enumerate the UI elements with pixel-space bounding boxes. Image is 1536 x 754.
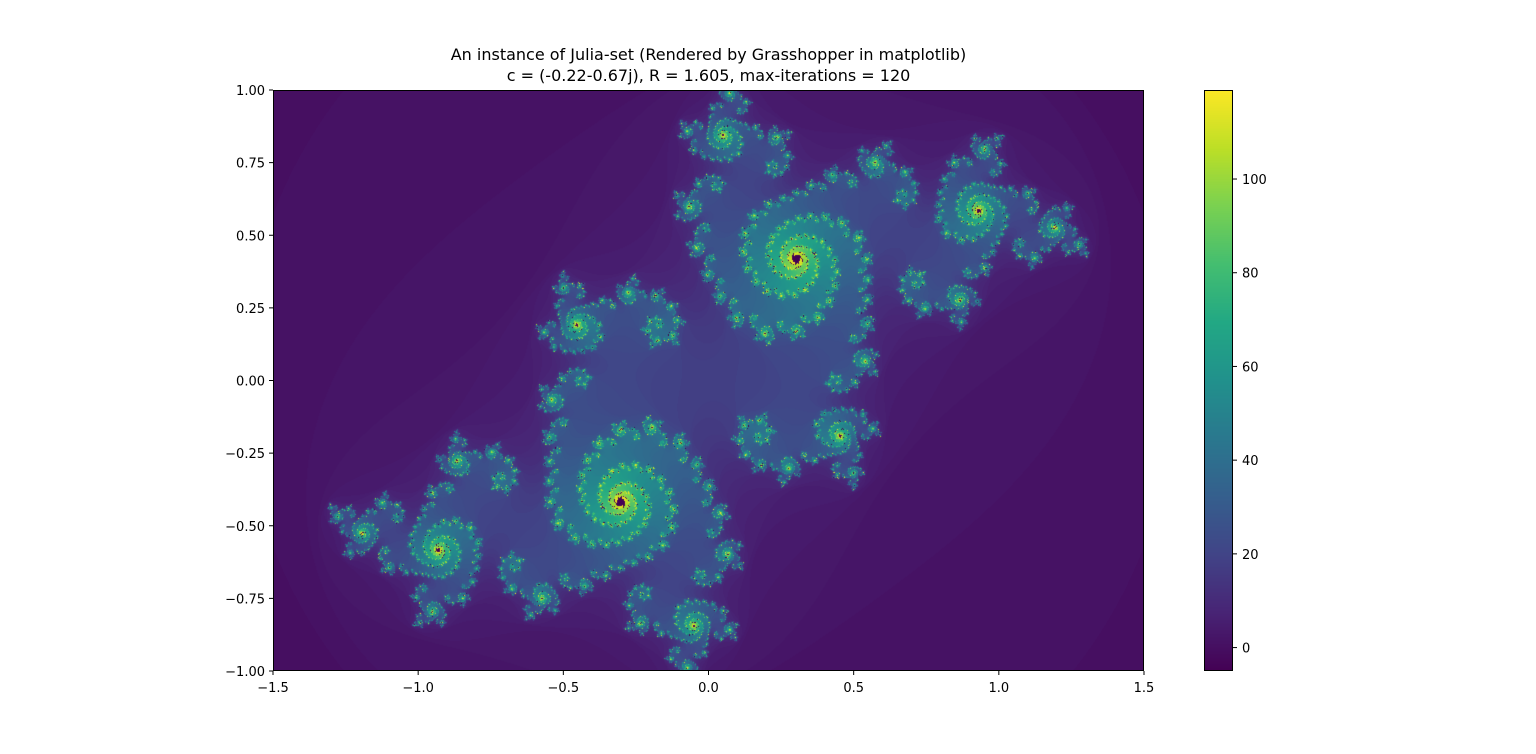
y-tick-label: −0.25 xyxy=(225,447,265,462)
y-tick-label: −0.75 xyxy=(225,592,265,607)
y-tick-label: 0.25 xyxy=(236,302,265,317)
x-tick-label: −1.5 xyxy=(257,681,289,696)
y-tick-label: −0.50 xyxy=(225,520,265,535)
colorbar-gradient xyxy=(1204,90,1233,671)
plot-frame xyxy=(273,90,1144,671)
colorbar-tick-label: 80 xyxy=(1242,267,1259,282)
y-tick-label: 0.50 xyxy=(236,229,265,244)
colorbar-tick-label: 100 xyxy=(1242,173,1267,188)
x-tick-label: 1.5 xyxy=(1134,681,1155,696)
colorbar-tick-label: 0 xyxy=(1242,642,1250,657)
x-tick-label: 0.0 xyxy=(698,681,719,696)
chart-title-line-1: An instance of Julia-set (Rendered by Gr… xyxy=(450,45,967,64)
colorbar-tick-label: 60 xyxy=(1242,360,1259,375)
colorbar-tick-label: 20 xyxy=(1242,548,1259,563)
x-tick-label: −0.5 xyxy=(548,681,580,696)
julia-set-heatmap xyxy=(273,90,1144,671)
y-tick-label: −1.00 xyxy=(225,665,265,680)
y-tick-label: 0.75 xyxy=(236,157,265,172)
x-tick-label: −1.0 xyxy=(402,681,434,696)
x-tick-label: 0.5 xyxy=(843,681,864,696)
axes-layer: −1.5 −1.0 −0.5 0.0 0.5 1.0 1.5 −1.00 −0.75 −0.50 −… xyxy=(225,84,1267,696)
y-tick-label: 1.00 xyxy=(236,84,265,99)
x-tick-label: 1.0 xyxy=(988,681,1009,696)
chart-title-line-2: c = (-0.22-0.67j), R = 1.605, max-iterat… xyxy=(506,66,911,85)
colorbar-frame xyxy=(1204,90,1233,671)
y-tick-label: 0.00 xyxy=(236,375,265,390)
colorbar-tick-label: 40 xyxy=(1242,454,1259,469)
